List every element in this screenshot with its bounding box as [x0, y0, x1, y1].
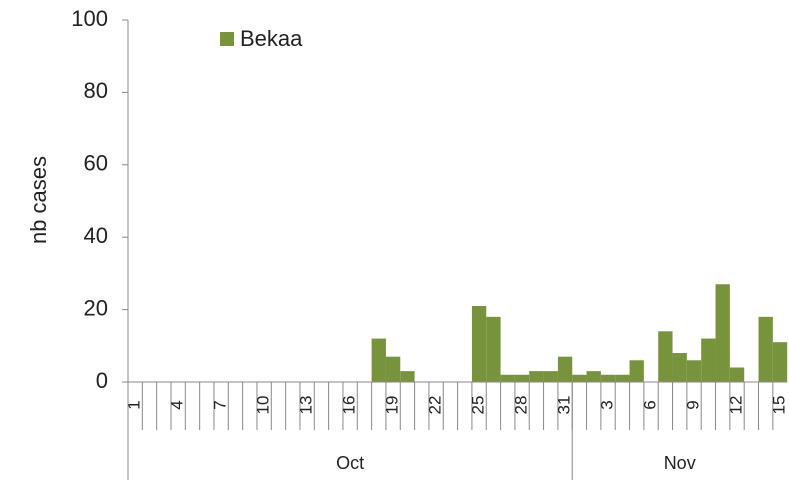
y-tick-label: 100: [71, 6, 108, 31]
bar: [715, 284, 730, 382]
x-tick-label: 6: [641, 400, 660, 409]
bar: [586, 371, 601, 382]
x-tick-label: 12: [727, 396, 746, 415]
bar: [557, 356, 573, 382]
bar: [543, 371, 558, 382]
y-tick-label: 60: [84, 151, 108, 176]
y-axis-label: nb cases: [26, 156, 51, 244]
bar: [500, 374, 515, 382]
bar: [371, 338, 386, 382]
x-tick-label: 7: [211, 400, 230, 409]
x-tick-label: 13: [297, 396, 316, 415]
bar: [686, 360, 702, 382]
x-tick-label: 4: [168, 400, 187, 409]
x-tick-label: 25: [469, 396, 488, 415]
bar: [385, 356, 401, 382]
x-tick-label: 19: [383, 396, 402, 415]
bar: [529, 371, 544, 382]
legend-swatch: [220, 32, 234, 46]
bar: [658, 331, 673, 382]
x-tick-label: 1: [125, 400, 144, 409]
bar: [772, 342, 788, 382]
x-tick-label: 31: [555, 396, 574, 415]
x-tick-label: 10: [254, 396, 273, 415]
legend-label: Bekaa: [240, 26, 303, 51]
bar: [400, 371, 415, 382]
y-tick-label: 20: [84, 295, 108, 320]
y-tick-label: 40: [84, 223, 108, 248]
x-tick-label: 28: [512, 396, 531, 415]
group-label: Nov: [664, 453, 696, 473]
bar: [701, 338, 716, 382]
x-tick-label: 15: [769, 396, 788, 415]
bar: [729, 367, 745, 382]
bar: [471, 305, 487, 382]
group-label: Oct: [336, 453, 364, 473]
bar: [514, 374, 530, 382]
y-tick-label: 0: [96, 368, 108, 393]
bar: [600, 374, 616, 382]
bar: [486, 316, 501, 382]
bar: [615, 374, 630, 382]
y-tick-label: 80: [84, 78, 108, 103]
x-tick-label: 16: [340, 396, 359, 415]
bar: [629, 360, 644, 382]
bar: [758, 316, 773, 382]
x-tick-label: 9: [684, 400, 703, 409]
x-tick-label: 3: [598, 400, 617, 409]
x-tick-label: 22: [426, 396, 445, 415]
bar: [572, 374, 587, 382]
bar: [672, 353, 687, 382]
